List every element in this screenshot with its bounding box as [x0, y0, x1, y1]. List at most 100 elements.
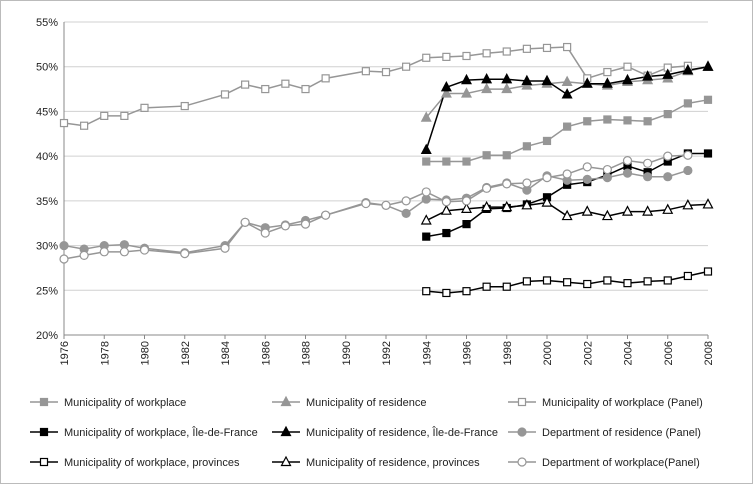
x-tick-label: 2006 [663, 341, 675, 365]
marker [462, 51, 471, 61]
marker [703, 267, 713, 276]
marker [100, 111, 109, 121]
legend-item: Municipality of residence, provinces [272, 455, 480, 469]
marker [603, 115, 612, 124]
marker [643, 117, 652, 126]
marker [361, 67, 370, 76]
legend-label: Municipality of residence, Île-de-France [306, 426, 498, 439]
marker [59, 240, 69, 251]
marker [119, 247, 129, 257]
y-tick-label: 40% [36, 151, 58, 163]
marker [481, 72, 493, 84]
marker [461, 73, 472, 85]
marker [440, 81, 452, 92]
marker [39, 427, 49, 437]
marker [521, 74, 533, 86]
marker [462, 287, 471, 296]
marker [99, 247, 109, 257]
legend-item: Municipality of residence [272, 395, 426, 409]
legend-item: Municipality of workplace (Panel) [508, 397, 703, 409]
marker [501, 72, 513, 84]
marker [241, 80, 250, 89]
marker [442, 288, 451, 298]
marker [622, 156, 633, 166]
marker [461, 196, 472, 206]
marker [281, 79, 290, 88]
marker [280, 395, 292, 407]
marker [703, 95, 713, 104]
marker [542, 136, 552, 146]
x-tick-label: 1992 [381, 341, 393, 365]
marker [482, 49, 491, 58]
marker [481, 200, 493, 212]
marker [401, 196, 411, 206]
marker [541, 196, 553, 207]
marker [662, 203, 674, 214]
marker [440, 204, 452, 215]
marker [501, 200, 513, 212]
marker [220, 243, 230, 253]
marker [280, 425, 292, 437]
marker [420, 214, 432, 225]
marker [462, 220, 471, 229]
marker [420, 143, 432, 154]
marker [482, 183, 492, 193]
x-tick-label: 1984 [220, 341, 232, 365]
marker [581, 77, 593, 88]
marker [422, 287, 431, 296]
marker [703, 149, 713, 158]
marker [563, 278, 572, 287]
marker [522, 142, 531, 151]
marker [79, 250, 89, 261]
marker [482, 282, 491, 291]
marker [683, 271, 692, 281]
marker [683, 99, 692, 108]
marker [180, 101, 189, 111]
marker [603, 67, 612, 77]
marker [563, 42, 572, 52]
marker [59, 118, 69, 128]
marker [562, 169, 572, 179]
marker [622, 73, 633, 85]
marker [421, 187, 431, 197]
marker [643, 158, 653, 168]
x-tick-label: 1986 [260, 341, 272, 365]
marker [542, 173, 552, 183]
legend-item: Municipality of residence, Île-de-France [272, 425, 498, 439]
marker [663, 110, 672, 119]
marker [442, 157, 451, 166]
marker [623, 62, 632, 71]
y-tick-label: 20% [36, 330, 58, 342]
legend-label: Municipality of residence [306, 397, 426, 409]
marker [321, 210, 331, 220]
marker [461, 202, 472, 214]
x-tick-label: 1988 [301, 341, 313, 365]
marker [462, 157, 471, 166]
x-tick-label: 2008 [703, 341, 715, 365]
marker [517, 397, 527, 407]
marker [140, 103, 149, 112]
marker [522, 277, 531, 286]
marker [663, 172, 673, 182]
marker [622, 168, 633, 178]
marker [682, 64, 694, 75]
marker [280, 221, 290, 231]
x-tick-label: 1998 [502, 341, 514, 365]
marker [601, 209, 613, 221]
legend-item: Department of workplace(Panel) [508, 457, 700, 469]
x-tick-label: 2002 [582, 341, 594, 365]
marker [180, 249, 190, 259]
marker [561, 88, 573, 99]
x-tick-label: 1982 [180, 341, 192, 365]
marker [420, 111, 432, 122]
y-tick-label: 55% [36, 17, 58, 29]
marker [59, 254, 69, 264]
marker [321, 74, 330, 83]
marker [361, 198, 371, 209]
marker [542, 43, 552, 53]
legend-label: Municipality of workplace, Île-de-France [64, 426, 258, 439]
marker [502, 179, 512, 189]
marker [522, 44, 531, 53]
x-tick-label: 1996 [462, 341, 474, 365]
marker [502, 151, 511, 160]
